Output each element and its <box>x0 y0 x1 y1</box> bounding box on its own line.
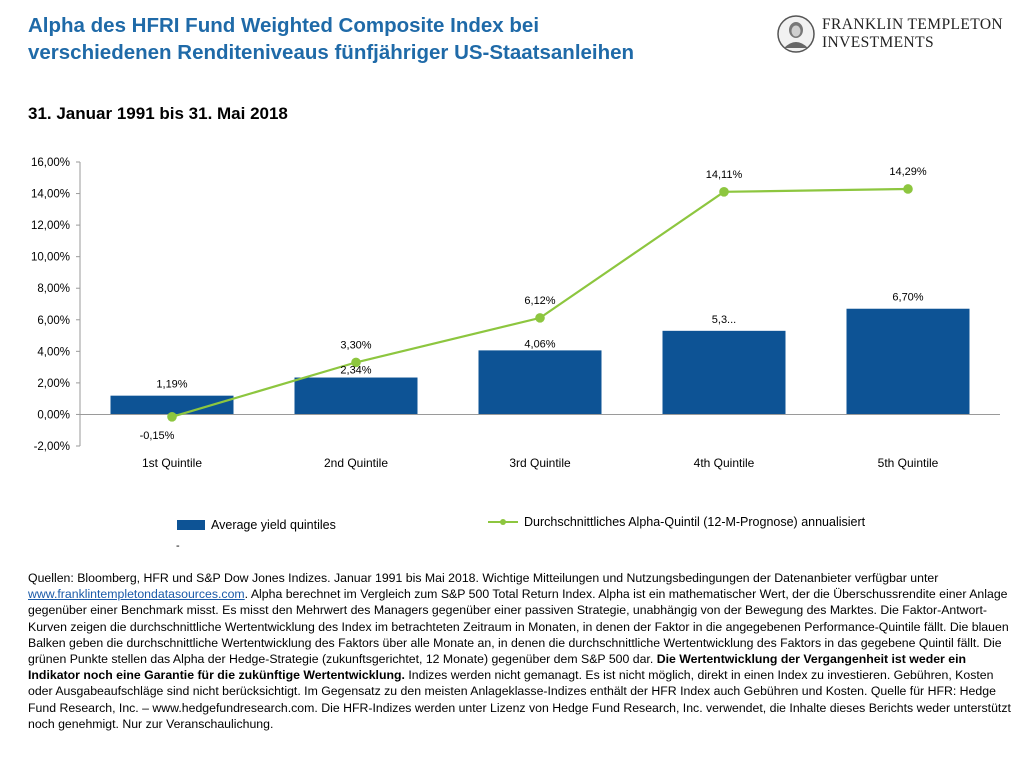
alpha-point <box>167 412 177 422</box>
chart-title-line-1: Alpha des HFRI Fund Weighted Composite I… <box>28 14 540 37</box>
bar <box>662 330 786 415</box>
bar-value-label: 5,3... <box>712 314 736 326</box>
line-value-label: 3,30% <box>340 339 371 351</box>
line-series <box>167 184 913 422</box>
alpha-quintile-chart: -2,00% 0,00% 2,00% 4,00% 6,00% 8,00% 10,00% 12,… <box>31 157 1000 470</box>
chart-title-line-2: verschiedenen Renditeniveaus fünfjährige… <box>28 41 635 64</box>
logo-wordmark: FRANKLIN TEMPLETON INVESTMENTS <box>822 16 1003 52</box>
footnote-disclaimer-bold: Die Wertentwicklung der Vergangenheit is… <box>28 652 967 683</box>
legend-item-bars: Average yield quintiles <box>177 518 336 532</box>
portrait-medallion-icon <box>777 15 815 53</box>
line-value-label: 6,12% <box>524 295 555 307</box>
y-tick-label: 6,00% <box>37 315 70 327</box>
y-tick-label: 10,00% <box>31 252 70 264</box>
footnote-text-1: Quellen: Bloomberg, HFR und S&P Dow Jone… <box>28 571 939 585</box>
source-footnote: Quellen: Bloomberg, HFR und S&P Dow Jone… <box>28 570 1012 732</box>
bar <box>846 308 970 415</box>
line-value-label: -0,15% <box>140 430 175 442</box>
x-axis: 1st Quintile 2nd Quintile 3rd Quintile 4th … <box>80 413 1000 470</box>
alpha-point <box>719 187 729 197</box>
y-tick-label: 4,00% <box>37 346 70 358</box>
x-tick-label: 5th Quintile <box>878 456 939 470</box>
legend-dash: - <box>176 540 180 552</box>
bar-value-label: 1,19% <box>156 379 187 391</box>
datasources-link[interactable]: www.franklintempletondatasources.com <box>28 587 245 602</box>
legend-bar-label: Average yield quintiles <box>211 518 336 532</box>
alpha-point <box>351 357 361 368</box>
alpha-point <box>535 313 545 323</box>
line-value-label: 14,11% <box>706 169 743 181</box>
x-tick-label: 2nd Quintile <box>324 456 388 470</box>
y-tick-label: -2,00% <box>34 441 70 453</box>
legend-bar-swatch <box>177 520 205 530</box>
y-tick-label: 12,00% <box>31 220 70 232</box>
legend-line-label: Durchschnittliches Alpha-Quintil (12-M-P… <box>524 515 866 529</box>
y-tick-label: 0,00% <box>37 409 70 421</box>
bar <box>110 395 234 415</box>
x-tick-label: 3rd Quintile <box>509 456 571 470</box>
chart-title: Alpha des HFRI Fund Weighted Composite I… <box>28 12 748 66</box>
y-tick-label: 14,00% <box>31 189 70 201</box>
date-range-subtitle: 31. Januar 1991 bis 31. Mai 2018 <box>28 104 288 123</box>
x-tick-label: 4th Quintile <box>694 456 755 470</box>
line-value-label: 14,29% <box>889 166 927 178</box>
legend-line-swatch <box>488 516 518 528</box>
bar-series <box>110 308 970 415</box>
bar-value-label: 4,06% <box>524 338 555 350</box>
x-tick-label: 1st Quintile <box>142 456 202 470</box>
data-labels: 1,19% 2,34% 4,06% 5,3... 6,70% -0,15% 3,30% 6,1… <box>140 166 927 442</box>
y-axis: -2,00% 0,00% 2,00% 4,00% 6,00% 8,00% 10,00% 12,… <box>31 157 81 453</box>
footnote-text-3: Indizes werden nicht gemanagt. Es ist ni… <box>28 668 1011 731</box>
legend-item-line: Durchschnittliches Alpha-Quintil (12-M-P… <box>488 515 865 529</box>
y-tick-label: 8,00% <box>37 283 70 295</box>
chart-legend: Average yield quintiles Durchschnittlich… <box>0 510 1024 552</box>
alpha-point <box>903 184 913 194</box>
bar-value-label: 6,70% <box>892 292 923 304</box>
bar <box>294 377 418 415</box>
y-tick-label: 2,00% <box>37 378 70 390</box>
franklin-templeton-logo: FRANKLIN TEMPLETON INVESTMENTS <box>774 12 1014 60</box>
bar-value-label: 2,34% <box>340 365 371 377</box>
logo-line-2: INVESTMENTS <box>822 34 935 51</box>
bar <box>478 350 602 415</box>
y-tick-label: 16,00% <box>31 157 70 169</box>
logo-line-1: FRANKLIN TEMPLETON <box>822 16 1004 33</box>
footnote-text-2: . Alpha berechnet im Vergleich zum S&P 5… <box>28 587 1009 667</box>
